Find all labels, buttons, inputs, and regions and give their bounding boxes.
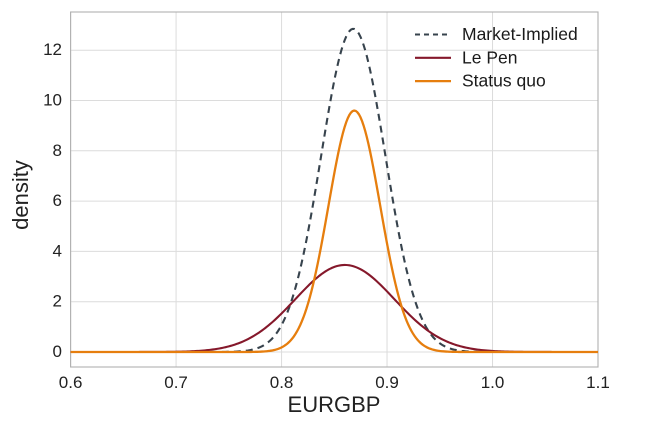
svg-text:Le Pen: Le Pen <box>462 47 517 67</box>
svg-text:1.0: 1.0 <box>481 373 505 392</box>
svg-text:Market-Implied: Market-Implied <box>462 24 578 44</box>
svg-text:8: 8 <box>53 141 62 160</box>
svg-text:6: 6 <box>53 191 62 210</box>
svg-text:0.7: 0.7 <box>164 373 188 392</box>
svg-text:0.8: 0.8 <box>270 373 294 392</box>
svg-text:0.6: 0.6 <box>59 373 83 392</box>
svg-text:density: density <box>8 160 33 230</box>
svg-text:0: 0 <box>53 342 62 361</box>
svg-text:12: 12 <box>43 40 62 59</box>
svg-text:4: 4 <box>53 241 62 260</box>
svg-text:0.9: 0.9 <box>375 373 399 392</box>
svg-text:10: 10 <box>43 91 62 110</box>
svg-text:1.1: 1.1 <box>586 373 610 392</box>
svg-text:2: 2 <box>53 292 62 311</box>
svg-text:Status quo: Status quo <box>462 71 546 91</box>
svg-text:EURGBP: EURGBP <box>288 392 381 417</box>
